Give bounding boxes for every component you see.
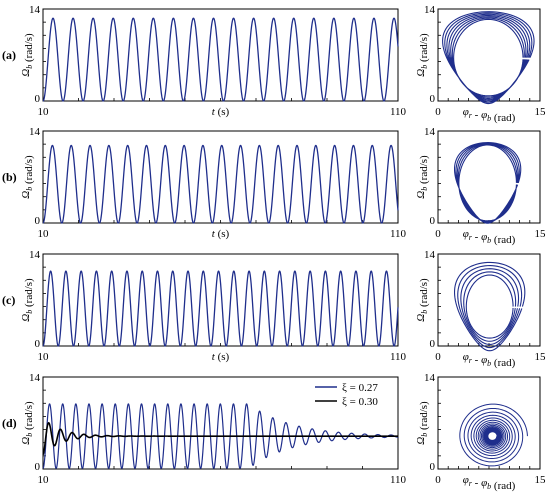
phase-plot-ytick-top: 14 bbox=[424, 372, 436, 384]
phase-plot-xtick-left: 0 bbox=[435, 351, 441, 363]
phase-plot-xtick-right: 15 bbox=[535, 106, 547, 118]
legend-label-0: ξ = 0.27 bbox=[342, 382, 378, 394]
time-plot-ytick-bottom: 0 bbox=[35, 461, 41, 473]
time-plot-xtick-right: 110 bbox=[390, 228, 407, 240]
phase-plot-ytick-top: 14 bbox=[424, 4, 436, 16]
legend-label-1: ξ = 0.30 bbox=[342, 396, 378, 408]
time-plot-ytick-top: 14 bbox=[29, 126, 41, 138]
time-series-line bbox=[42, 17, 399, 102]
time-plot-ytick-bottom: 0 bbox=[35, 338, 41, 350]
panel-label: (a) bbox=[2, 48, 16, 62]
phase-plot-xtick-right: 15 bbox=[535, 228, 547, 240]
time-plot-ylabel: Ωb (rad/s) bbox=[20, 155, 35, 199]
time-series-line bbox=[42, 144, 399, 224]
time-plot-xtick-right: 110 bbox=[390, 474, 407, 486]
phase-plot-xtick-right: 15 bbox=[535, 351, 547, 363]
series-xi-030-line bbox=[42, 421, 398, 455]
time-plot-xtick-right: 110 bbox=[390, 106, 407, 118]
phase-spiral bbox=[459, 403, 528, 467]
time-plot-xtick-right: 110 bbox=[390, 351, 407, 363]
time-plot-xtick-left: 10 bbox=[38, 474, 50, 486]
time-plot-ytick-top: 14 bbox=[29, 249, 41, 261]
time-series-line bbox=[42, 270, 399, 347]
time-plot-ylabel: Ωb (rad/s) bbox=[20, 401, 35, 445]
phase-plot-frame bbox=[437, 253, 541, 347]
phase-plot-ytick-top: 14 bbox=[424, 126, 436, 138]
time-plot-xlabel: t (s) bbox=[212, 106, 230, 118]
time-plot-ytick-top: 14 bbox=[29, 4, 41, 16]
phase-plot-ylabel: Ωb (rad/s) bbox=[415, 401, 430, 445]
panel-label: (c) bbox=[2, 293, 15, 307]
phase-plot-ytick-top: 14 bbox=[424, 249, 436, 261]
phase-plot-xtick-left: 0 bbox=[435, 228, 441, 240]
time-plot-xlabel: t (s) bbox=[212, 351, 230, 363]
phase-plot-xlabel: φr - φb (rad) bbox=[463, 228, 516, 246]
phase-plot-ylabel: Ωb (rad/s) bbox=[415, 278, 430, 322]
phase-plot-xlabel: φr - φb (rad) bbox=[463, 351, 516, 369]
phase-plot-xtick-left: 0 bbox=[435, 474, 441, 486]
time-plot-ytick-bottom: 0 bbox=[35, 215, 41, 227]
phase-trajectory bbox=[453, 142, 522, 224]
phase-trajectory bbox=[442, 11, 535, 105]
time-plot-xtick-left: 10 bbox=[38, 106, 50, 118]
phase-plot-xtick-left: 0 bbox=[435, 106, 441, 118]
time-plot-xtick-left: 10 bbox=[38, 351, 50, 363]
time-plot-frame bbox=[42, 253, 399, 347]
phase-plot-ytick-bottom: 0 bbox=[430, 338, 436, 350]
time-plot-ytick-top: 14 bbox=[29, 372, 41, 384]
time-plot-ylabel: Ωb (rad/s) bbox=[20, 33, 35, 77]
time-plot-ylabel: Ωb (rad/s) bbox=[20, 278, 35, 322]
phase-plot-ylabel: Ωb (rad/s) bbox=[415, 33, 430, 77]
phase-plot-ytick-bottom: 0 bbox=[430, 215, 436, 227]
time-plot-xlabel: t (s) bbox=[212, 228, 230, 240]
time-plot-xtick-left: 10 bbox=[38, 228, 50, 240]
phase-plot-xtick-right: 15 bbox=[535, 474, 547, 486]
series-xi-027-line bbox=[42, 403, 399, 470]
phase-trajectory bbox=[453, 261, 526, 352]
phase-plot-ytick-bottom: 0 bbox=[430, 461, 436, 473]
panel-label: (d) bbox=[2, 416, 17, 430]
phase-plot-ytick-bottom: 0 bbox=[430, 93, 436, 105]
phase-plot-ylabel: Ωb (rad/s) bbox=[415, 155, 430, 199]
legend: ξ = 0.27 ξ = 0.30 bbox=[315, 382, 378, 408]
phase-plot-xlabel: φr - φb (rad) bbox=[463, 106, 516, 124]
panel-label: (b) bbox=[2, 170, 17, 184]
phase-plot-xlabel: φr - φb (rad) bbox=[463, 474, 516, 492]
time-plot-ytick-bottom: 0 bbox=[35, 93, 41, 105]
